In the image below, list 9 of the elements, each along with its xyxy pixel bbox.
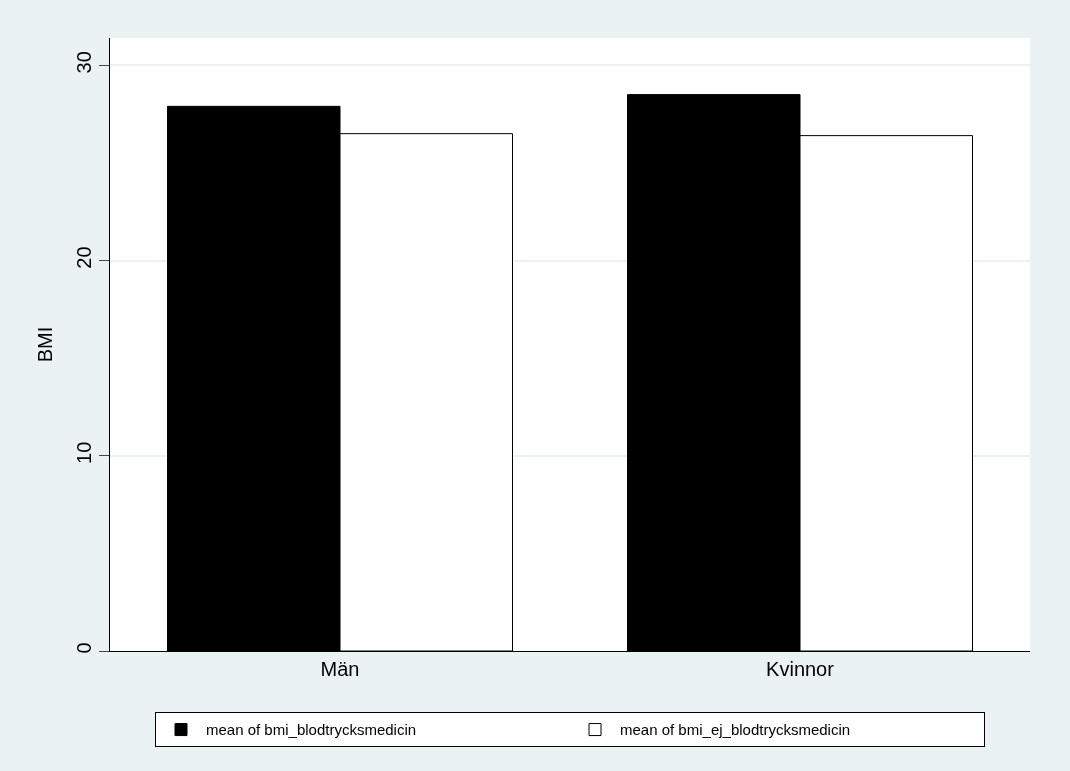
x-tick-label: Män [320,658,360,680]
legend-label: mean of bmi_blodtrycksmedicin [206,721,417,739]
y-tick-label: 10 [73,441,95,464]
y-tick-label: 30 [73,51,95,74]
legend-label: mean of bmi_ej_blodtrycksmedicin [620,721,851,739]
y-tick-label: 20 [73,246,95,269]
y-tick-label: 0 [73,642,95,654]
x-tick-label: Kvinnor [766,658,835,680]
y-axis-title: BMI [33,326,56,363]
